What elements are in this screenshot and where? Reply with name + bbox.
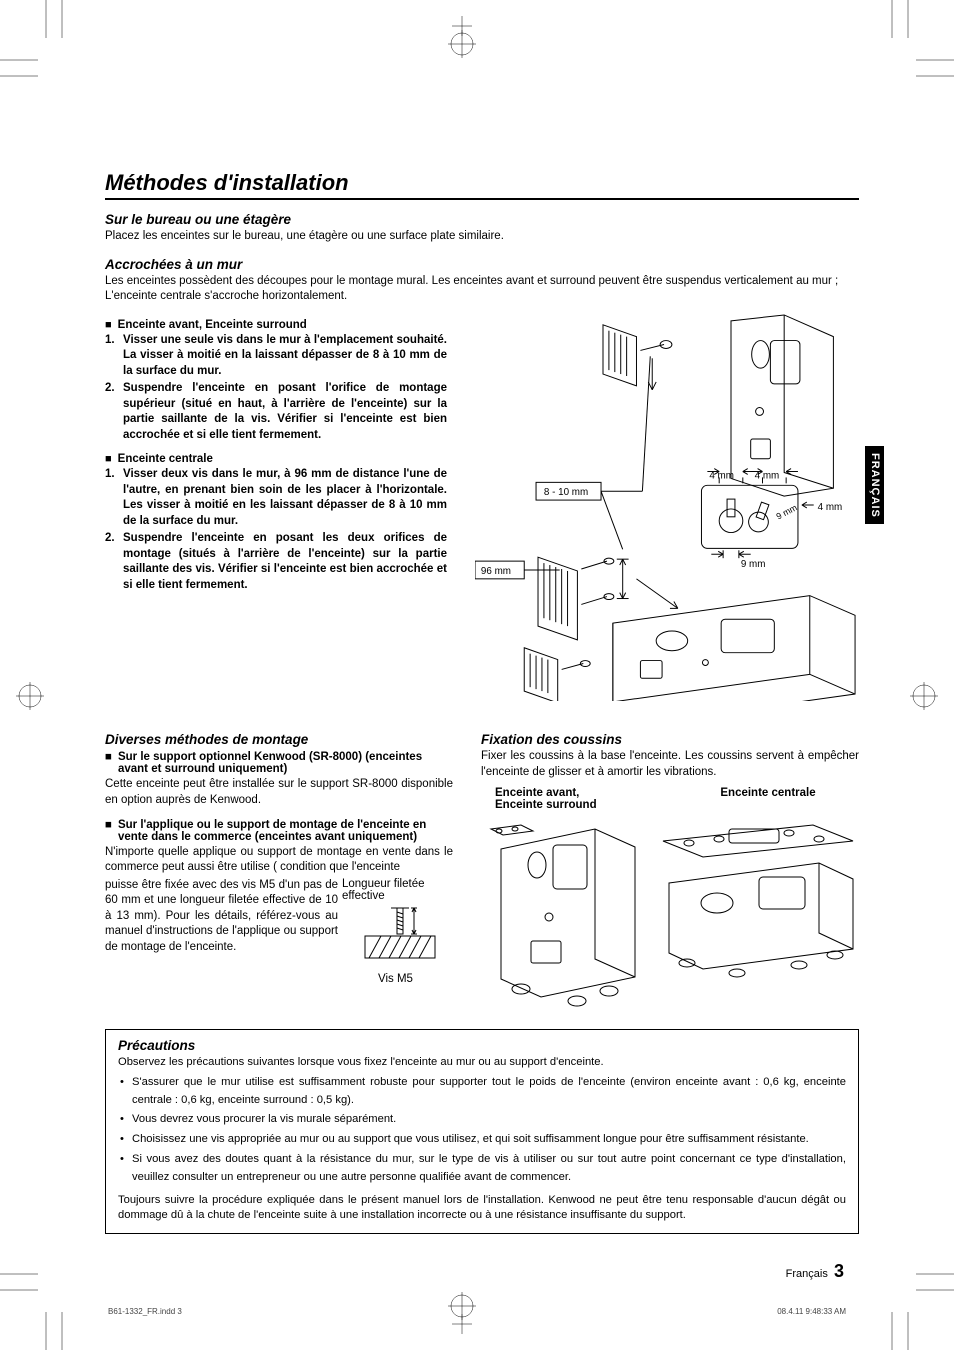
list-item: S'assurer que le mur utilise est suffisa… — [118, 1074, 846, 1110]
section-desk-heading: Sur le bureau ou une étagère — [105, 212, 859, 227]
section-desk-text: Placez les enceintes sur le bureau, une … — [105, 229, 859, 245]
page-title: Méthodes d'installation — [105, 170, 859, 198]
cushion-label-front: Enceinte avant,Enceinte surround — [481, 787, 677, 811]
section-wall-heading: Accrochées à un mur — [105, 257, 859, 272]
cushions-column: Fixation des coussins Fixer les coussins… — [481, 720, 859, 1012]
svg-text:9 mm: 9 mm — [775, 502, 799, 521]
title-rule: Méthodes d'installation — [105, 170, 859, 200]
svg-text:9 mm: 9 mm — [741, 559, 766, 570]
cushions-text: Fixer les coussins à la base l'enceinte.… — [481, 749, 859, 780]
wall-mount-diagram: 4 mm 4 mm 4 mm 9 mm 9 mm 8 - 10 mm 96 mm — [475, 313, 859, 702]
cushion-diagram-front — [481, 823, 651, 1013]
cushions-heading: Fixation des coussins — [481, 732, 859, 747]
center-steps: Visser deux vis dans le mur, à 96 mm de … — [105, 467, 447, 593]
svg-text:96 mm: 96 mm — [481, 565, 511, 576]
language-tab: FRANÇAIS — [865, 446, 884, 524]
front-surround-head: Enceinte avant, Enceinte surround — [118, 319, 447, 331]
list-item: Vous devrez vous procurer la vis murale … — [118, 1111, 846, 1129]
list-item: Visser une seule vis dans le mur à l'emp… — [105, 333, 447, 380]
svg-text:4 mm: 4 mm — [755, 470, 780, 481]
footer-doc-id: B61-1332_FR.indd 3 — [108, 1307, 182, 1316]
center-head: Enceinte centrale — [118, 453, 447, 465]
section-wall-intro: Les enceintes possèdent des découpes pou… — [105, 274, 859, 305]
svg-text:4 mm: 4 mm — [709, 470, 734, 481]
mounting-methods-column: Diverses méthodes de montage ■Sur le sup… — [105, 720, 453, 1012]
sr8000-text: Cette enceinte peut être installée sur l… — [105, 777, 453, 808]
page: FRANÇAIS Méthodes d'installation Sur le … — [0, 0, 954, 1350]
bracket-text-b: puisse être fixée avec des vis M5 d'un p… — [105, 878, 338, 956]
precautions-disclaimer: Toujours suivre la procédure expliquée d… — [118, 1193, 846, 1223]
list-item: Suspendre l'enceinte en posant l'orifice… — [105, 381, 447, 443]
precautions-heading: Précautions — [118, 1038, 846, 1053]
bracket-text-a: N'importe quelle applique ou support de … — [105, 845, 453, 876]
precautions-box: Précautions Observez les précautions sui… — [105, 1029, 859, 1235]
footer-timestamp: 08.4.11 9:48:33 AM — [777, 1307, 846, 1316]
list-item: Si vous avez des doutes quant à la résis… — [118, 1151, 846, 1187]
wall-diagram-column: 4 mm 4 mm 4 mm 9 mm 9 mm 8 - 10 mm 96 mm — [475, 313, 859, 707]
list-item: Visser deux vis dans le mur, à 96 mm de … — [105, 467, 447, 529]
m5-screw-figure: Longueur filetée effective Vis M5 — [338, 878, 453, 985]
front-surround-steps: Visser une seule vis dans le mur à l'emp… — [105, 333, 447, 444]
cushion-label-center: Enceinte centrale — [677, 787, 859, 811]
precautions-list: S'assurer que le mur utilise est suffisa… — [118, 1074, 846, 1188]
list-item: Suspendre l'enceinte en posant les deux … — [105, 531, 447, 593]
list-item: Choisissez une vis appropriée au mur ou … — [118, 1131, 846, 1149]
page-number: Français 3 — [786, 1261, 844, 1282]
mounting-heading: Diverses méthodes de montage — [105, 732, 453, 747]
precautions-intro: Observez les précautions suivantes lorsq… — [118, 1055, 846, 1070]
sr8000-head: Sur le support optionnel Kenwood (SR-800… — [118, 751, 453, 775]
wall-instructions-column: ■Enceinte avant, Enceinte surround Visse… — [105, 313, 447, 707]
bracket-head: Sur l'applique ou le support de montage … — [118, 819, 453, 843]
svg-text:8 - 10 mm: 8 - 10 mm — [544, 487, 588, 498]
cushion-diagram-center — [659, 823, 859, 1013]
svg-text:4 mm: 4 mm — [818, 501, 843, 512]
